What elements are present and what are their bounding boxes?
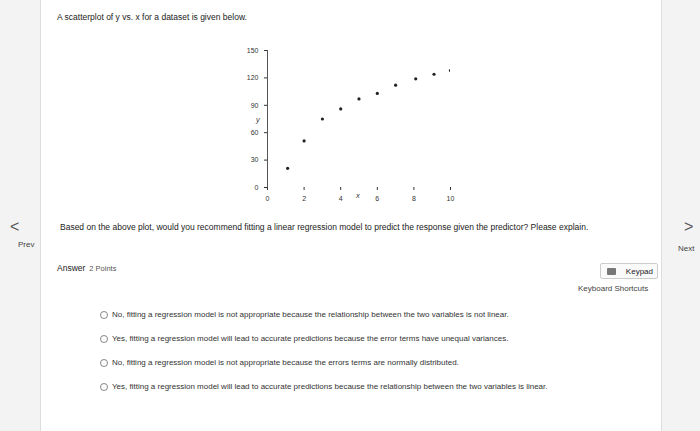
svg-text:30: 30	[251, 156, 259, 163]
html-text:Answer 2 Points: Answer 2 Points	[57, 263, 117, 273]
svg-text:6: 6	[375, 195, 379, 202]
svg-text:4: 4	[339, 195, 343, 202]
svg-text:10: 10	[447, 195, 455, 202]
html-text:Prev: Prev	[18, 240, 35, 249]
html-text:Next: Next	[678, 244, 695, 253]
svg-text:2: 2	[302, 195, 306, 202]
svg-text:150: 150	[247, 47, 259, 54]
html-text:y: y	[256, 115, 260, 124]
svg-text:0: 0	[266, 195, 270, 202]
html-text:x: x	[356, 191, 360, 200]
svg-text:60: 60	[251, 129, 259, 136]
html-text:Based on the above plot, would: Based on the above plot, would you recom…	[60, 222, 589, 232]
svg-text:90: 90	[251, 102, 259, 109]
html-text:A scatterplot of y vs. x for a: A scatterplot of y vs. x for a dataset i…	[57, 12, 247, 22]
html-text:No, fitting a regression model: No, fitting a regression model is not ap…	[112, 310, 509, 319]
html-text:Yes, fitting a regression mode: Yes, fitting a regression model will lea…	[112, 334, 509, 343]
html-text:No, fitting a regression model: No, fitting a regression model is not ap…	[112, 358, 459, 367]
svg-text:0: 0	[255, 184, 259, 191]
html-text:Keypad: Keypad	[625, 267, 653, 276]
html-text:Yes, fitting a regression mode: Yes, fitting a regression model will lea…	[112, 382, 548, 391]
svg-text:8: 8	[412, 195, 416, 202]
svg-text:120: 120	[247, 74, 259, 81]
html-text:Keyboard Shortcuts: Keyboard Shortcuts	[578, 284, 649, 293]
